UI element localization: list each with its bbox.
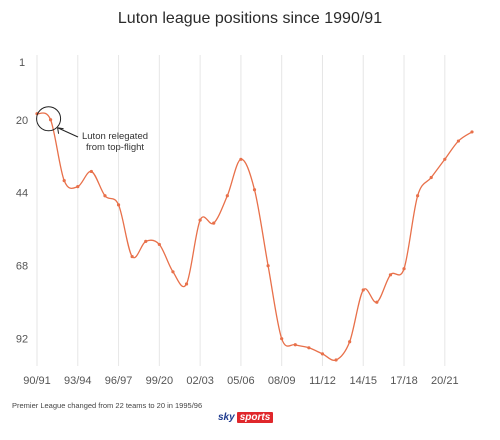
data-point: [470, 130, 474, 134]
brand-sky: sky: [218, 412, 235, 423]
y-tick-label: 92: [16, 334, 28, 346]
data-point: [266, 264, 270, 268]
data-point: [456, 139, 461, 143]
x-tick-label: 11/12: [309, 375, 336, 387]
x-tick-label: 17/18: [390, 375, 418, 387]
x-tick-label: 20/21: [431, 375, 459, 387]
y-tick-label: 44: [16, 188, 28, 200]
data-point: [62, 178, 66, 183]
sky-sports-logo: sky sports: [218, 412, 274, 423]
data-point: [361, 288, 365, 292]
data-point: [320, 352, 325, 356]
data-point: [348, 340, 352, 344]
y-tick-label: 20: [16, 115, 28, 127]
data-point: [103, 194, 107, 198]
x-tick-label: 08/09: [268, 375, 296, 387]
data-point: [198, 218, 202, 222]
data-point: [334, 358, 338, 362]
x-tick-label: 93/94: [64, 375, 92, 387]
data-point: [293, 343, 297, 347]
x-tick-label: 14/15: [349, 375, 377, 387]
data-point: [157, 242, 161, 247]
grid-layer: [36, 55, 446, 366]
data-point: [184, 282, 189, 286]
annotation-text: Luton relegated: [82, 131, 148, 142]
data-point: [212, 221, 216, 225]
annotation-arrow: [57, 127, 79, 138]
data-point: [443, 157, 447, 161]
data-point: [252, 188, 257, 192]
y-tick-label: 1: [19, 57, 25, 69]
data-point: [375, 300, 379, 304]
data-point: [48, 118, 53, 122]
x-tick-label: 96/97: [105, 375, 133, 387]
x-tick-label: 99/20: [146, 375, 174, 387]
y-tick-label: 68: [16, 261, 28, 273]
data-point: [239, 157, 243, 161]
data-point: [171, 270, 175, 274]
x-tick-label: 90/91: [23, 375, 51, 387]
data-point: [429, 175, 433, 180]
data-point: [130, 254, 134, 259]
data-point: [144, 239, 148, 243]
data-point: [416, 194, 420, 198]
series-layer: [35, 112, 474, 362]
annotation-circle: [36, 106, 62, 132]
annotation-text: from top-flight: [86, 142, 144, 153]
data-point: [402, 267, 406, 271]
x-tick-label: 05/06: [227, 375, 255, 387]
data-point: [307, 346, 311, 350]
data-point: [76, 185, 80, 189]
data-point: [225, 194, 229, 198]
x-tick-label: 02/03: [186, 375, 214, 387]
data-point: [280, 337, 284, 341]
y-tick-labels: 1 20 44 68 92: [16, 57, 28, 346]
footnote: Premier League changed from 22 teams to …: [12, 401, 203, 410]
x-tick-labels: 90/91 93/94 96/97 99/20 02/03 05/06 08/09 11/12…: [23, 375, 458, 387]
data-point: [89, 169, 93, 174]
brand-sports: sports: [236, 412, 274, 423]
chart-title: Luton league positions since 1990/91: [117, 10, 383, 27]
annotation-arrowhead: [57, 127, 64, 134]
data-point: [116, 203, 121, 207]
data-point: [388, 273, 393, 277]
